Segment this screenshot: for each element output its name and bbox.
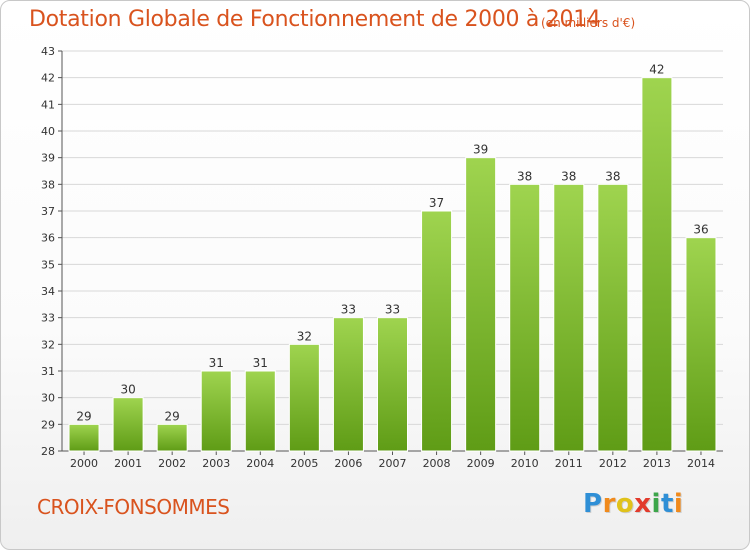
logo-letter: t [660,489,674,519]
bar [465,157,497,452]
bar [509,183,541,452]
data-label: 38 [561,169,576,183]
logo-letter: i [673,489,684,519]
y-tick-label: 41 [41,98,55,111]
bar [377,317,408,452]
labels: 29 30 29 31 31 32 33 33 37 39 38 38 38 42 36 [76,63,708,424]
y-tick-label: 34 [41,285,55,298]
data-label: 29 [76,409,91,423]
bar [597,183,629,452]
bar [112,397,144,452]
bar [553,183,585,452]
data-label: 29 [165,409,180,423]
y-tick-label: 32 [41,338,55,351]
x-tick-label: 2014 [687,457,715,470]
proxiti-logo[interactable]: Proxiti [583,489,683,519]
y-tick-label: 36 [41,232,55,245]
data-label: 37 [429,196,444,210]
y-tick-label: 33 [41,312,55,325]
y-tick-label: 38 [41,178,55,191]
chart-subtitle: (en milliers d'€) [541,16,636,30]
chart-title: Dotation Globale de Fonctionnement de 20… [29,7,601,32]
data-label: 39 [473,143,488,157]
data-label: 30 [120,383,135,397]
y-tick-label: 43 [41,45,55,58]
bar [641,77,673,452]
data-label: 42 [649,63,664,77]
y-tick-label: 28 [41,445,55,458]
x-tick-label: 2001 [114,457,142,470]
x-tick-label: 2002 [158,457,186,470]
y-tick-label: 30 [41,392,55,405]
data-label: 31 [253,356,268,370]
y-tick-label: 37 [41,205,55,218]
data-label: 33 [341,303,356,317]
logo-letter: P [583,489,603,519]
y-tick-label: 31 [41,365,55,378]
x-tick-label: 2008 [423,457,451,470]
bar [244,370,276,452]
x-tick-label: 2006 [334,457,362,470]
y-tick-label: 35 [41,258,55,271]
bars [68,77,717,452]
data-label: 38 [517,169,532,183]
x-tick-label: 2004 [246,457,274,470]
bar [685,237,717,452]
data-label: 32 [297,329,312,343]
data-label: 33 [385,303,400,317]
y-tick-label: 42 [41,72,55,85]
data-label: 31 [209,356,224,370]
logo-letter: x [634,489,652,519]
bar [332,317,364,452]
x-tick-label: 2011 [555,457,583,470]
x-tick-label: 2000 [70,457,98,470]
bar [421,210,453,452]
y-tick-label: 29 [41,418,55,431]
bar [68,423,100,452]
x-tick-label: 2009 [467,457,495,470]
x-tick-label: 2003 [202,457,230,470]
logo-letter: r [602,489,616,519]
x-tick-label: 2013 [643,457,671,470]
logo-letter: o [615,489,635,519]
data-label: 38 [605,169,620,183]
commune-name: CROIX-FONSOMMES [37,495,230,519]
x-tick-label: 2005 [290,457,318,470]
x-tick-label: 2010 [511,457,539,470]
bar [200,370,232,452]
y-tick-label: 40 [41,125,55,138]
data-label: 36 [693,223,708,237]
y-tick-label: 39 [41,152,55,165]
x-tick-label: 2012 [599,457,627,470]
logo-letter: i [651,489,661,519]
bar [288,343,320,452]
bar [156,423,188,452]
x-tick-label: 2007 [379,457,407,470]
